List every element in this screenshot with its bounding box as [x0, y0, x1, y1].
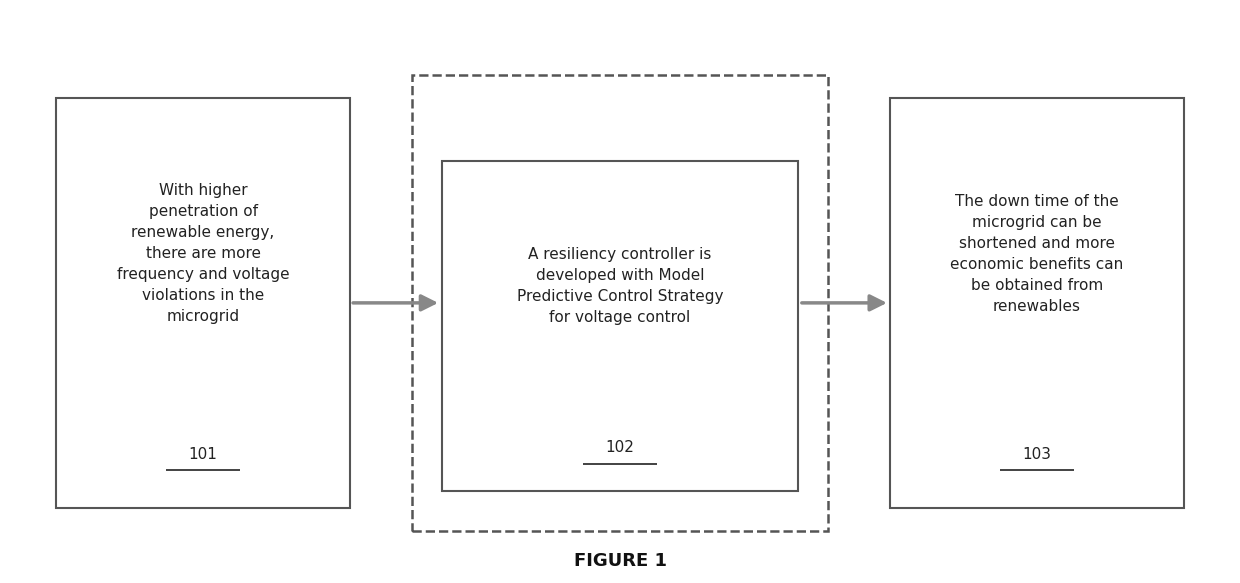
Text: A resiliency controller is
developed with Model
Predictive Control Strategy
for : A resiliency controller is developed wit… [517, 247, 723, 325]
FancyBboxPatch shape [412, 75, 828, 531]
Text: 102: 102 [605, 440, 635, 455]
FancyBboxPatch shape [56, 98, 350, 508]
FancyBboxPatch shape [890, 98, 1184, 508]
FancyBboxPatch shape [443, 160, 797, 491]
Text: 103: 103 [1022, 447, 1052, 462]
Text: FIGURE 1: FIGURE 1 [574, 552, 667, 570]
Text: With higher
penetration of
renewable energy,
there are more
frequency and voltag: With higher penetration of renewable ene… [117, 183, 289, 324]
Text: 101: 101 [188, 447, 217, 462]
Text: The down time of the
microgrid can be
shortened and more
economic benefits can
b: The down time of the microgrid can be sh… [950, 194, 1123, 314]
